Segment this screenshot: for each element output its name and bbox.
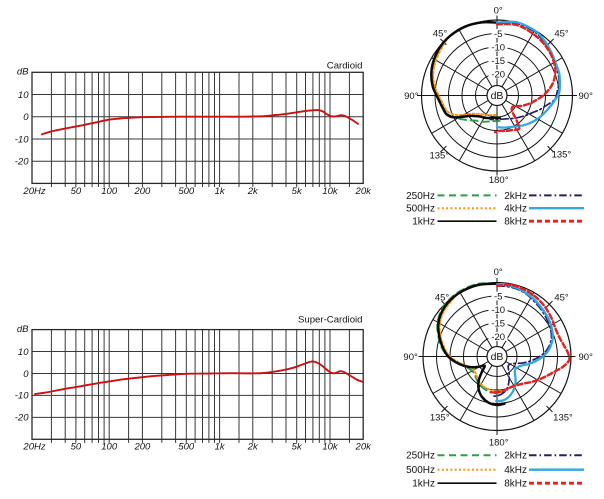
svg-text:90°: 90° bbox=[403, 352, 418, 363]
svg-text:45°: 45° bbox=[554, 29, 569, 40]
svg-text:-10: -10 bbox=[491, 42, 505, 53]
svg-text:10: 10 bbox=[18, 90, 29, 101]
svg-text:50: 50 bbox=[71, 442, 82, 453]
svg-text:100: 100 bbox=[101, 442, 118, 453]
svg-text:90°: 90° bbox=[579, 352, 594, 363]
svg-text:500Hz: 500Hz bbox=[406, 465, 435, 476]
svg-text:180°: 180° bbox=[489, 175, 509, 186]
svg-text:-10: -10 bbox=[15, 134, 29, 145]
svg-text:45°: 45° bbox=[554, 293, 569, 304]
svg-text:20Hz: 20Hz bbox=[22, 442, 45, 453]
svg-text:dB: dB bbox=[491, 351, 504, 363]
svg-text:2k: 2k bbox=[247, 442, 259, 453]
svg-text:Cardioid: Cardioid bbox=[327, 60, 363, 71]
svg-text:-15: -15 bbox=[491, 56, 505, 67]
svg-text:200: 200 bbox=[133, 186, 151, 197]
svg-text:-10: -10 bbox=[491, 305, 505, 316]
svg-text:50: 50 bbox=[71, 186, 82, 197]
svg-text:135°: 135° bbox=[553, 413, 573, 424]
svg-text:0°: 0° bbox=[494, 6, 503, 17]
svg-text:10k: 10k bbox=[322, 186, 339, 197]
svg-text:1k: 1k bbox=[215, 442, 226, 453]
svg-text:-10: -10 bbox=[15, 391, 29, 402]
svg-text:-15: -15 bbox=[491, 318, 505, 329]
svg-text:1kHz: 1kHz bbox=[412, 217, 435, 228]
svg-text:10k: 10k bbox=[322, 442, 339, 453]
svg-text:500: 500 bbox=[178, 442, 195, 453]
svg-text:100: 100 bbox=[101, 186, 118, 197]
svg-text:-5: -5 bbox=[494, 29, 502, 40]
svg-text:1kHz: 1kHz bbox=[412, 479, 435, 490]
svg-text:2kHz: 2kHz bbox=[504, 191, 527, 202]
svg-text:0: 0 bbox=[23, 369, 29, 380]
svg-text:1k: 1k bbox=[215, 186, 226, 197]
svg-text:20Hz: 20Hz bbox=[22, 186, 45, 197]
svg-text:-20: -20 bbox=[491, 69, 505, 80]
svg-text:10: 10 bbox=[18, 347, 29, 358]
svg-text:135°: 135° bbox=[430, 413, 450, 424]
svg-text:8kHz: 8kHz bbox=[504, 217, 527, 228]
svg-text:2kHz: 2kHz bbox=[504, 451, 527, 462]
svg-text:250Hz: 250Hz bbox=[406, 451, 435, 462]
svg-text:-20: -20 bbox=[15, 413, 29, 424]
svg-text:0°: 0° bbox=[494, 267, 503, 278]
svg-text:dB: dB bbox=[17, 324, 29, 335]
svg-text:4kHz: 4kHz bbox=[504, 204, 527, 215]
svg-text:0: 0 bbox=[23, 112, 29, 123]
svg-text:45°: 45° bbox=[435, 293, 450, 304]
svg-text:45°: 45° bbox=[433, 29, 448, 40]
svg-text:180°: 180° bbox=[489, 438, 509, 449]
svg-text:8kHz: 8kHz bbox=[504, 479, 527, 490]
svg-text:200: 200 bbox=[133, 442, 151, 453]
svg-text:2k: 2k bbox=[247, 186, 259, 197]
svg-text:250Hz: 250Hz bbox=[406, 191, 435, 202]
svg-text:135°: 135° bbox=[429, 151, 449, 162]
svg-text:20k: 20k bbox=[355, 442, 373, 453]
svg-text:Super-Cardioid: Super-Cardioid bbox=[298, 314, 363, 325]
svg-text:dB: dB bbox=[491, 90, 504, 102]
svg-text:5k: 5k bbox=[292, 186, 303, 197]
svg-text:20k: 20k bbox=[355, 186, 373, 197]
svg-text:500Hz: 500Hz bbox=[406, 204, 435, 215]
svg-text:135°: 135° bbox=[552, 150, 572, 161]
svg-text:90°: 90° bbox=[579, 91, 594, 102]
svg-text:90°: 90° bbox=[404, 91, 419, 102]
svg-text:-20: -20 bbox=[15, 157, 29, 168]
svg-text:-20: -20 bbox=[491, 332, 505, 343]
svg-text:500: 500 bbox=[178, 186, 195, 197]
svg-text:4kHz: 4kHz bbox=[504, 465, 527, 476]
svg-text:5k: 5k bbox=[292, 442, 303, 453]
svg-text:-5: -5 bbox=[494, 291, 502, 302]
svg-text:dB: dB bbox=[17, 67, 29, 78]
